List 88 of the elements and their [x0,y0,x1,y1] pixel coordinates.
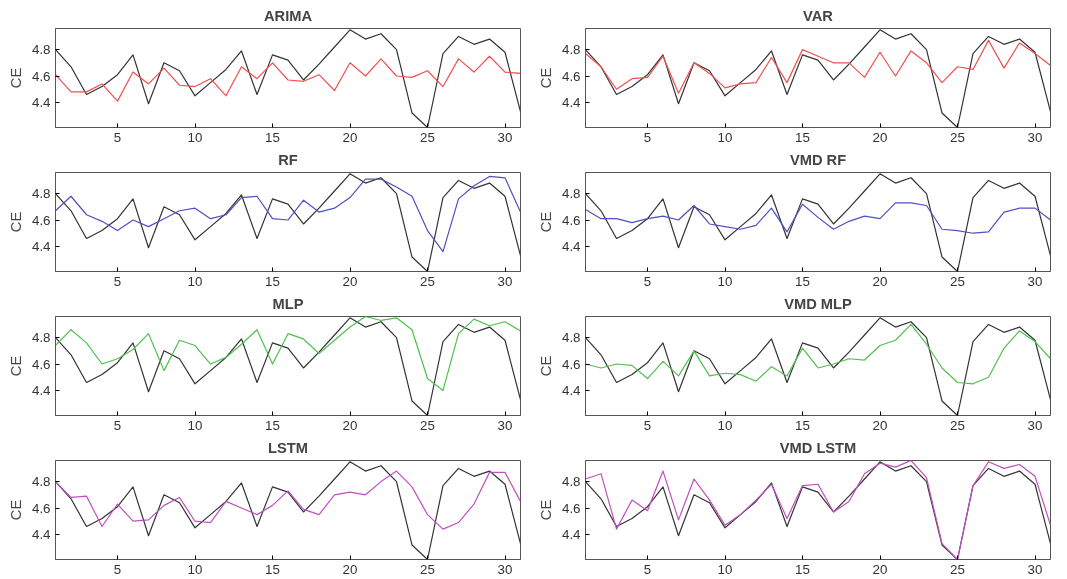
x-tick-label: 10 [717,129,733,145]
x-tick-label: 10 [187,561,203,577]
x-tick-label: 20 [872,561,888,577]
x-tick-label: 25 [950,561,965,577]
x-tick-label: 25 [420,129,435,145]
x-tick-label: 20 [342,561,358,577]
y-tick-label: 4.8 [561,186,581,202]
x-tick-label: 20 [872,273,888,289]
y-tick-label: 4.8 [31,474,51,490]
x-tick-label: 30 [497,273,513,289]
x-tick-label: 20 [342,417,358,433]
x-tick-label: 10 [717,561,733,577]
x-tick-label: 25 [420,273,435,289]
x-tick-label: 10 [717,273,733,289]
chart-title: VMD RF [789,151,847,168]
y-tick-label: 4.8 [561,42,581,58]
x-tick-label: 20 [872,417,888,433]
x-tick-label: 5 [643,417,652,433]
x-tick-label: 10 [187,273,203,289]
y-tick-label: 4.6 [31,68,51,84]
y-tick-label: 4.8 [31,330,51,346]
y-tick-label: 4.4 [31,526,52,542]
x-tick-label: 15 [265,417,280,433]
x-tick-label: 25 [420,417,435,433]
chart-title: VMD LSTM [779,439,857,456]
x-tick-label: 30 [1027,129,1043,145]
x-tick-label: 10 [187,129,203,145]
y-tick-label: 4.6 [561,500,581,516]
chart-title: MLP [272,295,304,312]
x-tick-label: 15 [265,129,280,145]
y-tick-label: 4.6 [31,356,51,372]
y-axis-title: CE [537,211,554,233]
x-tick-label: 20 [872,129,888,145]
y-tick-label: 4.4 [31,94,52,110]
x-tick-label: 10 [717,417,733,433]
y-axis-title: CE [537,499,554,521]
x-tick-label: 30 [497,561,513,577]
x-tick-label: 30 [497,129,513,145]
y-tick-label: 4.8 [561,330,581,346]
x-tick-label: 5 [643,561,652,577]
y-tick-label: 4.4 [561,238,582,254]
y-tick-label: 4.6 [561,68,581,84]
x-tick-label: 30 [1027,417,1043,433]
x-tick-label: 15 [265,561,280,577]
y-tick-label: 4.4 [31,382,52,398]
y-tick-label: 4.4 [561,382,582,398]
y-tick-label: 4.8 [31,186,51,202]
x-tick-label: 30 [1027,561,1043,577]
x-tick-label: 5 [113,561,122,577]
x-tick-label: 5 [113,129,122,145]
x-tick-label: 25 [420,561,435,577]
x-tick-label: 20 [342,129,358,145]
y-axis-title: CE [7,67,24,89]
y-tick-label: 4.6 [561,212,581,228]
y-tick-label: 4.4 [561,94,582,110]
x-tick-label: 5 [643,273,652,289]
x-tick-label: 30 [497,417,513,433]
chart-title: VAR [803,7,834,24]
chart-title: VMD MLP [784,295,853,312]
x-tick-label: 5 [113,273,122,289]
x-tick-label: 5 [643,129,652,145]
y-tick-label: 4.8 [31,42,51,58]
x-tick-label: 15 [795,273,810,289]
x-tick-label: 15 [265,273,280,289]
chart-title: LSTM [268,439,308,456]
x-tick-label: 15 [795,561,810,577]
x-tick-label: 10 [187,417,203,433]
chart-title: RF [278,151,298,168]
x-tick-label: 5 [113,417,122,433]
y-tick-label: 4.6 [561,356,581,372]
x-tick-label: 25 [950,273,965,289]
y-tick-label: 4.8 [561,474,581,490]
y-axis-title: CE [7,355,24,377]
y-axis-title: CE [7,499,24,521]
chart-title: ARIMA [263,7,313,24]
x-tick-label: 15 [795,417,810,433]
x-tick-label: 25 [950,417,965,433]
y-tick-label: 4.4 [31,238,52,254]
x-tick-label: 30 [1027,273,1043,289]
y-tick-label: 4.4 [561,526,582,542]
y-tick-label: 4.6 [31,500,51,516]
y-axis-title: CE [7,211,24,233]
x-tick-label: 15 [795,129,810,145]
x-tick-label: 25 [950,129,965,145]
x-tick-label: 20 [342,273,358,289]
y-axis-title: CE [537,67,554,89]
y-axis-title: CE [537,355,554,377]
y-tick-label: 4.6 [31,212,51,228]
